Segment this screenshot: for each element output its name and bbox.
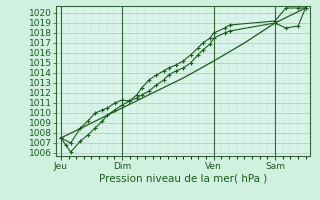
X-axis label: Pression niveau de la mer( hPa ): Pression niveau de la mer( hPa ) bbox=[99, 173, 267, 183]
